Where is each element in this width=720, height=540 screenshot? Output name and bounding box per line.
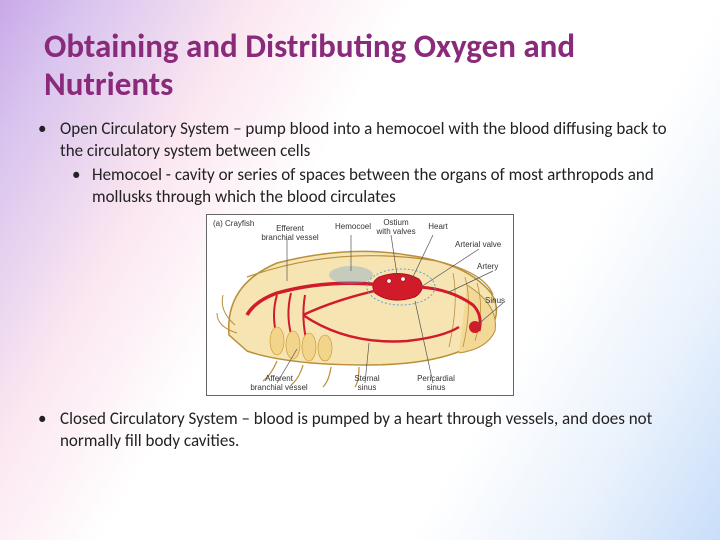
bullet-dot-icon: • bbox=[36, 408, 60, 452]
crayfish-figure: (a) Crayfish bbox=[206, 214, 514, 396]
slide-title: Obtaining and Distributing Oxygen and Nu… bbox=[44, 28, 684, 104]
figure-wrap: (a) Crayfish bbox=[36, 214, 684, 396]
label-hemocoel: Hemocoel bbox=[329, 223, 377, 231]
label-pericardial: Pericardialsinus bbox=[409, 375, 463, 392]
bullet-text: Open Circulatory System – pump blood int… bbox=[60, 118, 684, 162]
bullet-text: Closed Circulatory System – blood is pum… bbox=[60, 408, 684, 452]
bullet-open-circ: • Open Circulatory System – pump blood i… bbox=[36, 118, 684, 162]
label-afferent: Afferentbranchial vessel bbox=[243, 375, 315, 392]
label-artery: Artery bbox=[477, 263, 513, 271]
slide: Obtaining and Distributing Oxygen and Nu… bbox=[0, 0, 720, 540]
bullet-dot-icon: • bbox=[72, 164, 92, 208]
bullet-hemocoel: • Hemocoel - cavity or series of spaces … bbox=[72, 164, 684, 208]
label-ostium: Ostiumwith valves bbox=[371, 219, 421, 236]
slide-content: • Open Circulatory System – pump blood i… bbox=[36, 118, 684, 453]
label-efferent: Efferentbranchial vessel bbox=[255, 225, 325, 242]
label-arterial-valve: Arterial valve bbox=[455, 241, 513, 249]
label-sternal: Sternalsinus bbox=[345, 375, 389, 392]
bullet-dot-icon: • bbox=[36, 118, 60, 162]
bullet-text: Hemocoel - cavity or series of spaces be… bbox=[92, 164, 684, 208]
label-sinus: Sinus bbox=[485, 297, 515, 305]
label-heart: Heart bbox=[423, 223, 453, 231]
bullet-closed-circ: • Closed Circulatory System – blood is p… bbox=[36, 408, 684, 452]
